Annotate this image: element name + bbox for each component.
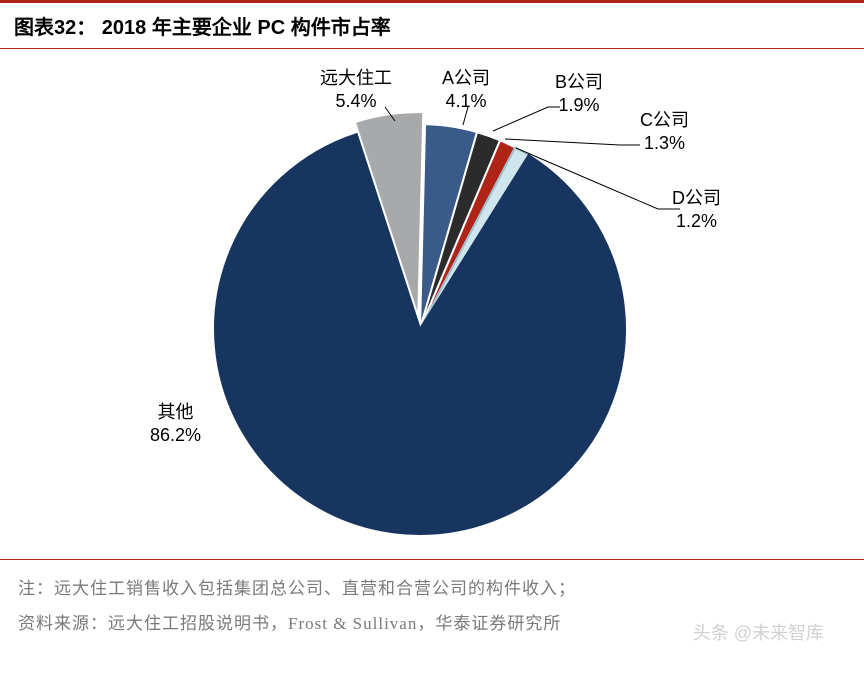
slice-label-B公司: B公司1.9% — [555, 71, 603, 118]
slice-label-value: 1.3% — [640, 132, 689, 155]
slice-label-value: 1.9% — [555, 94, 603, 117]
slice-label-value: 1.2% — [672, 210, 721, 233]
slice-label-name: 远大住工 — [320, 67, 392, 90]
pie-svg — [0, 49, 864, 559]
chart-header: 图表32： 2018 年主要企业 PC 构件市占率 — [0, 0, 864, 49]
slice-label-value: 86.2% — [150, 424, 201, 447]
slice-label-value: 5.4% — [320, 90, 392, 113]
pie-chart: 远大住工5.4% A公司4.1% B公司1.9% C公司1.3% D公司1.2% 其他86… — [0, 49, 864, 559]
slice-label-C公司: C公司1.3% — [640, 109, 689, 156]
leader-line — [505, 139, 640, 145]
slice-label-A公司: A公司4.1% — [442, 67, 490, 114]
slice-label-name: D公司 — [672, 187, 721, 210]
slice-label-D公司: D公司1.2% — [672, 187, 721, 234]
leader-line — [493, 107, 560, 131]
slice-label-value: 4.1% — [442, 90, 490, 113]
watermark: 头条 @未来智库 — [693, 619, 824, 645]
slice-label-name: B公司 — [555, 71, 603, 94]
slice-label-其他: 其他86.2% — [150, 401, 201, 448]
slice-label-name: C公司 — [640, 109, 689, 132]
chart-title: 图表32： 2018 年主要企业 PC 构件市占率 — [14, 11, 850, 40]
slice-label-远大住工: 远大住工5.4% — [320, 67, 392, 114]
footnote: 注：远大住工销售收入包括集团总公司、直营和合营公司的构件收入； — [18, 574, 846, 599]
slice-label-name: 其他 — [150, 401, 201, 424]
slice-label-name: A公司 — [442, 67, 490, 90]
